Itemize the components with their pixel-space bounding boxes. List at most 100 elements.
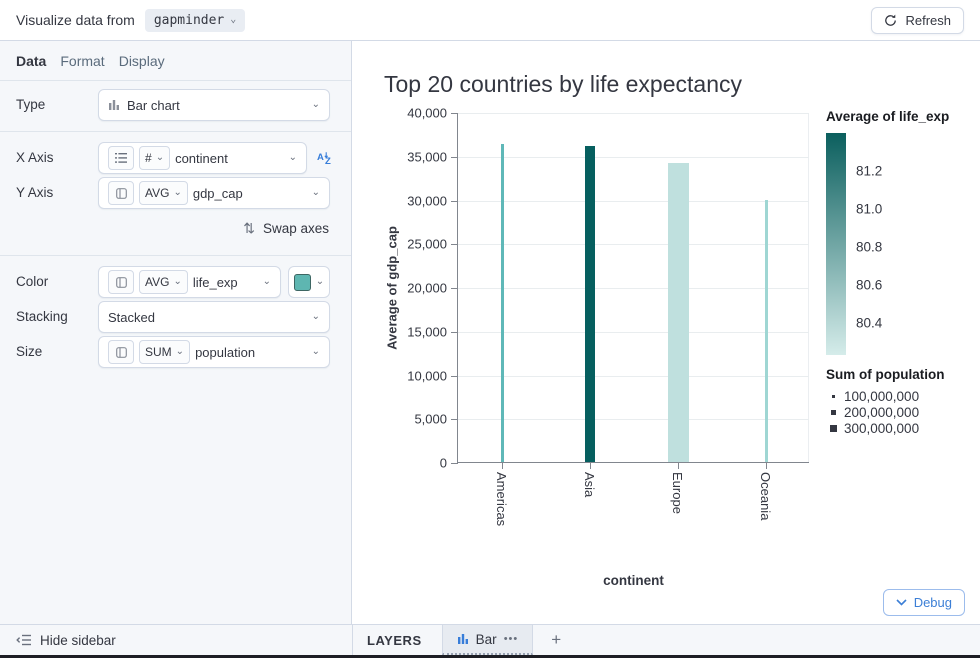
dataset-selector[interactable]: gapminder ⌄ xyxy=(144,8,246,32)
x-tick-mark xyxy=(502,463,503,469)
plot-right-border xyxy=(808,113,809,462)
color-swatch xyxy=(293,273,311,291)
gridline xyxy=(458,113,809,114)
tab-data[interactable]: Data xyxy=(16,52,47,69)
x-axis-field-select[interactable]: # ⌄ continent ⌄ xyxy=(98,142,307,174)
size-legend-title: Sum of population xyxy=(826,367,945,382)
field-icon xyxy=(108,340,134,364)
refresh-button[interactable]: Refresh xyxy=(871,6,964,34)
hide-sidebar-button[interactable]: Hide sidebar xyxy=(0,625,353,655)
bar-asia[interactable] xyxy=(585,146,595,462)
x-tick-label: Europe xyxy=(669,472,685,514)
divider xyxy=(0,255,351,256)
size-legend-label: 200,000,000 xyxy=(844,404,920,420)
tab-format[interactable]: Format xyxy=(60,52,105,69)
chart-panel: Top 20 countries by life expectancy 0 5,0… xyxy=(353,41,980,624)
x-tick-label: Oceania xyxy=(757,472,773,521)
chevron-down-icon: ⌄ xyxy=(173,187,182,198)
list-icon xyxy=(108,146,134,170)
svg-text:Z: Z xyxy=(325,156,331,166)
add-layer-button[interactable]: + xyxy=(551,630,562,649)
chart-title: Top 20 countries by life expectancy xyxy=(384,71,742,97)
layer-tab-bar[interactable]: Bar ••• xyxy=(441,625,534,655)
size-field-select[interactable]: SUM ⌄ population ⌄ xyxy=(98,336,330,368)
plot-area: Average of gdp_cap continent Americas Asi… xyxy=(385,113,809,588)
x-tick-mark xyxy=(590,463,591,469)
color-legend-tick: 81.0 xyxy=(856,201,883,217)
color-legend-tick: 80.8 xyxy=(856,239,883,255)
color-legend-tick: 80.6 xyxy=(856,277,883,293)
debug-button[interactable]: Debug xyxy=(882,589,965,616)
size-agg-dropdown[interactable]: SUM ⌄ xyxy=(139,340,191,364)
size-legend-items: 100,000,000 200,000,000 300,000,000 xyxy=(826,388,980,436)
more-options-icon[interactable]: ••• xyxy=(503,633,519,645)
stacking-value: Stacked xyxy=(108,309,155,325)
y-axis-agg-dropdown[interactable]: AVG ⌄ xyxy=(139,181,188,205)
bar-europe[interactable] xyxy=(667,162,689,462)
swap-axes-button[interactable]: ⇅ Swap axes xyxy=(243,216,329,240)
color-legend-title: Average of life_exp xyxy=(826,109,950,124)
size-legend-item: 200,000,000 xyxy=(826,404,980,420)
bar-oceania[interactable] xyxy=(764,199,768,462)
x-axis-label: X Axis xyxy=(16,150,54,165)
layers-label: LAYERS xyxy=(367,632,422,648)
config-sidebar: Data Format Display Type Bar chart ⌄ X A… xyxy=(0,41,352,624)
color-swatch-button[interactable]: ⌄ xyxy=(288,266,330,298)
x-axis-field-value: continent xyxy=(175,150,228,166)
swap-arrows-icon: ⇅ xyxy=(243,219,255,236)
divider xyxy=(0,131,351,132)
type-label: Type xyxy=(16,97,46,112)
y-tick-label: 35,000 xyxy=(407,149,447,165)
gridline xyxy=(458,288,809,289)
size-agg-value: SUM xyxy=(145,345,172,359)
x-tick-label: Americas xyxy=(493,472,509,527)
dataset-name: gapminder xyxy=(153,12,225,28)
top-bar: Visualize data from gapminder ⌄ Refresh xyxy=(0,0,980,41)
x-tick-mark xyxy=(766,463,767,469)
color-legend-tick: 80.4 xyxy=(856,315,883,331)
x-axis-mode-value: # xyxy=(145,151,152,165)
gridline xyxy=(458,331,809,333)
size-legend-item: 300,000,000 xyxy=(826,420,980,436)
gridline xyxy=(458,156,809,158)
y-tick-mark xyxy=(451,200,458,202)
y-axis-agg-value: AVG xyxy=(145,186,170,200)
y-tick-label: 30,000 xyxy=(407,193,447,208)
x-axis-mode-dropdown[interactable]: # ⌄ xyxy=(139,146,171,170)
color-row: Color AVG ⌄ life_exp ⌄ ⌄ xyxy=(0,266,351,298)
y-axis-field-select[interactable]: AVG ⌄ gdp_cap ⌄ xyxy=(98,177,330,209)
chevron-down-icon: ⌄ xyxy=(311,346,320,357)
bar-chart-icon xyxy=(457,633,469,645)
stacking-row: Stacking Stacked ⌄ xyxy=(0,301,351,333)
swap-axes-label: Swap axes xyxy=(262,220,329,236)
x-axis-title: continent xyxy=(603,573,664,588)
bar-americas[interactable] xyxy=(500,143,504,462)
color-legend-tick: 81.2 xyxy=(856,163,883,179)
y-tick-mark xyxy=(451,156,458,158)
tab-display[interactable]: Display xyxy=(118,52,165,69)
chevron-down-icon: ⌄ xyxy=(173,276,182,287)
hide-sidebar-label: Hide sidebar xyxy=(40,632,116,648)
bar-chart-icon xyxy=(108,99,120,111)
refresh-label: Refresh xyxy=(905,12,951,28)
color-label: Color xyxy=(16,274,49,289)
menu-collapse-icon xyxy=(16,634,31,646)
chevron-down-icon xyxy=(896,599,907,606)
field-icon xyxy=(108,181,134,205)
y-tick-label: 10,000 xyxy=(407,368,447,383)
chart-type-select[interactable]: Bar chart ⌄ xyxy=(98,89,330,121)
y-tick-label: 20,000 xyxy=(407,280,447,296)
chevron-down-icon: ⌄ xyxy=(262,276,271,287)
size-swatch-icon xyxy=(829,424,837,432)
size-legend-item: 100,000,000 xyxy=(826,388,980,404)
color-field-select[interactable]: AVG ⌄ life_exp ⌄ xyxy=(98,266,281,298)
y-axis-label: Y Axis xyxy=(16,185,54,200)
gridline xyxy=(458,200,809,202)
y-axis-field-value: gdp_cap xyxy=(192,185,243,201)
bottom-bar: Hide sidebar LAYERS Bar ••• + xyxy=(0,624,980,655)
color-agg-dropdown[interactable]: AVG ⌄ xyxy=(139,270,188,294)
size-swatch-icon xyxy=(831,394,835,398)
stacking-select[interactable]: Stacked ⌄ xyxy=(98,301,330,333)
chevron-down-icon: ⌄ xyxy=(175,346,185,357)
